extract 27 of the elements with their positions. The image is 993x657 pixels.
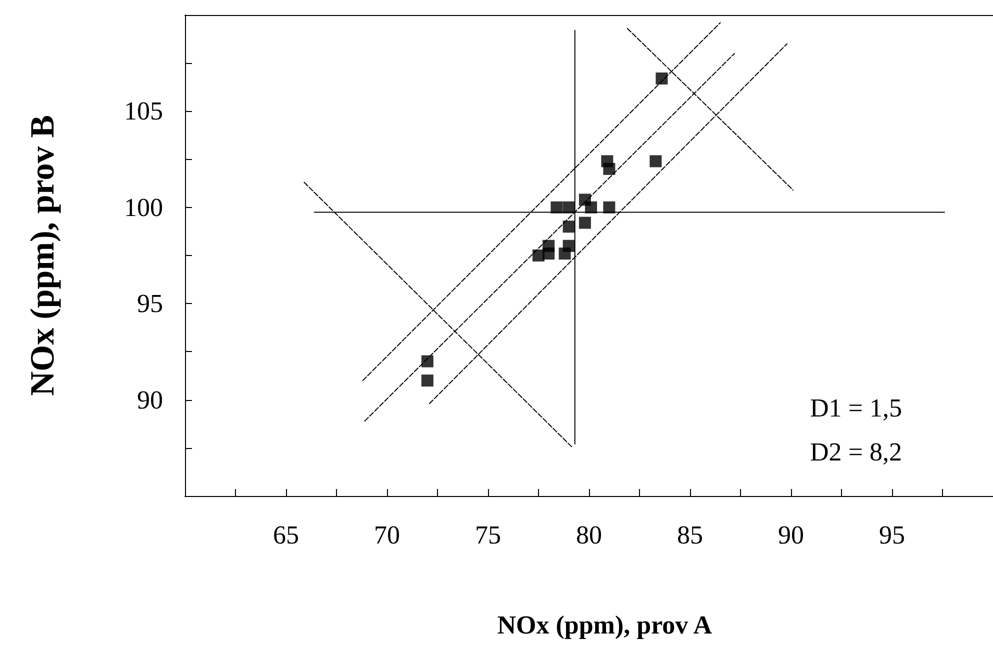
x-tick-label: 75 — [475, 520, 501, 550]
x-tick-label: 95 — [879, 520, 905, 550]
point — [578, 216, 591, 229]
point — [421, 355, 434, 368]
x-tick-label: 85 — [677, 520, 703, 550]
point — [421, 374, 434, 387]
y-tick-label: 90 — [137, 385, 163, 414]
annotation: D1 = 1,5 — [810, 394, 902, 422]
point — [542, 248, 555, 260]
y-tick-label: 105 — [124, 96, 163, 126]
x-axis-title: NOx (ppm), prov A — [497, 610, 712, 640]
point — [650, 155, 662, 168]
annotation: D2 = 8,2 — [810, 438, 902, 466]
x-tick-label: 65 — [273, 520, 299, 550]
point — [585, 201, 598, 214]
x-tick-label: 90 — [778, 520, 804, 550]
x-tick-label: 80 — [576, 520, 602, 550]
point — [603, 201, 616, 214]
point — [656, 72, 668, 84]
y-axis-title: NOx (ppm), prov B — [24, 115, 62, 396]
y-tick-label: 100 — [124, 192, 163, 222]
x-tick-label: 70 — [374, 520, 400, 550]
y-tick-label: 95 — [137, 289, 163, 318]
point — [558, 248, 571, 260]
point — [603, 162, 616, 175]
point — [550, 201, 563, 214]
point — [562, 220, 575, 233]
